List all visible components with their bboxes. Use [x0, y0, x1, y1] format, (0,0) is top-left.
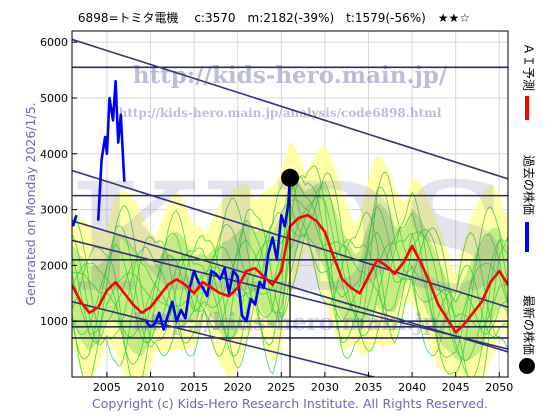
y-tick-label: 2000	[40, 259, 68, 272]
x-tick-label: 2020	[224, 381, 252, 394]
x-tick-label: 2045	[442, 381, 470, 394]
y-tick-label: 4000	[40, 148, 68, 161]
forecast-core-band	[72, 179, 508, 362]
legend-latest-label: 最新の株価	[522, 295, 537, 355]
y-tick-label: 3000	[40, 204, 68, 217]
y-tick-label: 1000	[40, 315, 68, 328]
watermark-url-main: http://kids-hero.main.jp/	[133, 62, 448, 89]
x-tick-label: 2010	[136, 381, 164, 394]
x-tick-label: 2015	[180, 381, 208, 394]
x-tick-label: 2040	[398, 381, 426, 394]
x-tick-label: 2035	[354, 381, 382, 394]
legend-ai-label: ＡＩ予測	[522, 43, 536, 91]
x-tick-label: 2005	[93, 381, 121, 394]
chart-title: 6898=トミタ電機 c:3570 m:2182(-39%) t:1579(-5…	[78, 10, 470, 25]
legend-latest-swatch	[519, 358, 535, 374]
y-tick-label: 6000	[40, 36, 68, 49]
y-tick-label: 5000	[40, 92, 68, 105]
axes: 2005 2010 2015 2020 2025 2030 2035 2040 2045 2050…	[40, 36, 513, 394]
generated-date: Generated on Monday 2026/1/5.	[23, 102, 38, 305]
trend-line	[72, 38, 508, 180]
legend-past-label: 過去の株価	[522, 155, 537, 215]
past-price-line	[72, 214, 78, 227]
past-price-line	[145, 177, 292, 331]
x-tick-label: 2025	[267, 381, 295, 394]
x-tick-label: 2030	[311, 381, 339, 394]
price-series	[72, 79, 508, 377]
x-tick-label: 2050	[485, 381, 513, 394]
legend: ＡＩ予測 過去の株価 最新の株価	[519, 43, 537, 374]
copyright-footer: Copyright (c) Kids-Hero Research Institu…	[92, 396, 488, 411]
latest-price-point	[281, 168, 299, 187]
watermark-url-sub: http://kids-hero.main.jp/analysis/code68…	[119, 106, 442, 120]
past-price-line	[96, 79, 126, 221]
plot-frame	[71, 30, 509, 378]
